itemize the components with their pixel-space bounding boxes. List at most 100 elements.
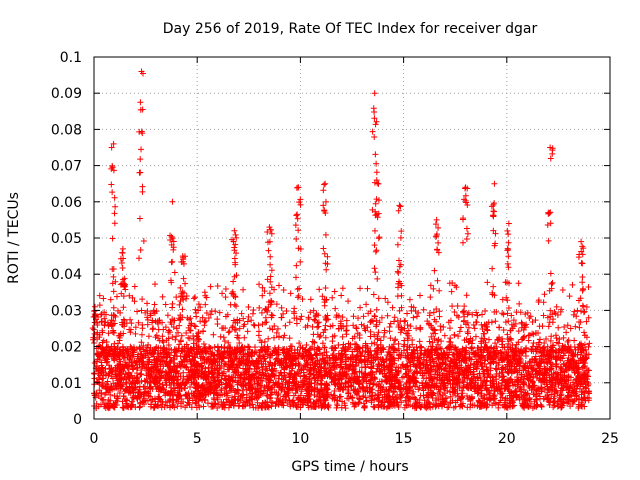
data-point	[404, 310, 411, 317]
data-point	[371, 313, 378, 320]
data-point	[119, 404, 126, 411]
data-point	[547, 307, 554, 314]
data-point	[296, 395, 303, 402]
data-point	[150, 325, 157, 332]
data-point	[263, 392, 270, 399]
data-point	[172, 336, 179, 343]
data-point	[560, 334, 567, 341]
data-point	[234, 397, 241, 404]
data-point	[541, 291, 548, 298]
data-point	[113, 293, 120, 300]
data-point	[202, 301, 209, 308]
data-point	[145, 333, 152, 340]
data-point	[271, 389, 278, 396]
data-point	[484, 327, 491, 334]
data-point	[307, 296, 314, 303]
data-point	[363, 301, 370, 308]
data-point	[376, 319, 383, 326]
data-point	[162, 301, 169, 308]
data-point	[351, 346, 358, 353]
data-point	[361, 403, 368, 410]
data-point	[256, 304, 263, 311]
data-point	[219, 290, 226, 297]
data-point	[149, 326, 156, 333]
data-point	[280, 286, 287, 293]
data-point	[244, 328, 251, 335]
data-point	[360, 313, 367, 320]
data-point	[490, 283, 497, 290]
data-point	[225, 329, 232, 336]
data-point	[271, 323, 278, 330]
data-point	[283, 308, 290, 315]
data-point	[207, 311, 214, 318]
data-point	[224, 392, 231, 399]
data-point	[558, 365, 565, 372]
data-point	[134, 308, 141, 315]
data-point	[404, 321, 411, 328]
data-point	[126, 292, 133, 299]
data-point	[214, 404, 221, 411]
data-point	[581, 329, 588, 336]
data-point	[190, 333, 197, 340]
data-point	[525, 337, 532, 344]
data-point	[510, 317, 517, 324]
data-point	[127, 326, 134, 333]
data-point	[221, 338, 228, 345]
data-point	[180, 369, 187, 376]
data-point	[533, 403, 540, 410]
data-point	[518, 319, 525, 326]
data-point	[164, 312, 171, 319]
data-point	[311, 317, 318, 324]
data-point	[192, 323, 199, 330]
data-point	[364, 324, 371, 331]
data-point	[359, 380, 366, 387]
data-point	[245, 303, 252, 310]
data-point	[417, 292, 424, 299]
data-point	[123, 397, 130, 404]
data-point	[278, 304, 285, 311]
data-point	[371, 339, 378, 346]
data-point	[407, 323, 414, 330]
data-point	[311, 316, 318, 323]
data-point	[274, 395, 281, 402]
data-point	[499, 310, 506, 317]
data-point	[515, 280, 522, 287]
data-point	[362, 327, 369, 334]
data-point	[364, 285, 371, 292]
data-point	[540, 312, 547, 319]
data-point	[485, 336, 492, 343]
data-point	[389, 304, 396, 311]
data-point	[317, 332, 324, 339]
data-point	[471, 325, 478, 332]
data-point	[107, 296, 114, 303]
data-point	[391, 314, 398, 321]
data-point	[316, 334, 323, 341]
data-point	[459, 390, 466, 397]
data-point	[216, 309, 223, 316]
data-point	[343, 317, 350, 324]
data-point	[536, 323, 543, 330]
data-point	[420, 306, 427, 313]
data-point	[182, 381, 189, 388]
data-point	[296, 366, 303, 373]
data-point	[495, 337, 502, 344]
data-point	[173, 333, 180, 340]
data-point	[465, 324, 472, 331]
data-point	[286, 319, 293, 326]
data-point	[492, 365, 499, 372]
data-point	[329, 294, 336, 301]
data-point	[343, 322, 350, 329]
data-point	[554, 312, 561, 319]
data-point	[586, 340, 593, 347]
data-point	[446, 325, 453, 332]
data-point	[115, 340, 122, 347]
data-point	[270, 334, 277, 341]
data-point	[553, 335, 560, 342]
data-point	[569, 281, 576, 288]
data-point	[451, 332, 458, 339]
data-point	[298, 313, 305, 320]
data-point	[151, 281, 158, 288]
data-point	[333, 362, 340, 369]
data-point	[341, 400, 348, 407]
